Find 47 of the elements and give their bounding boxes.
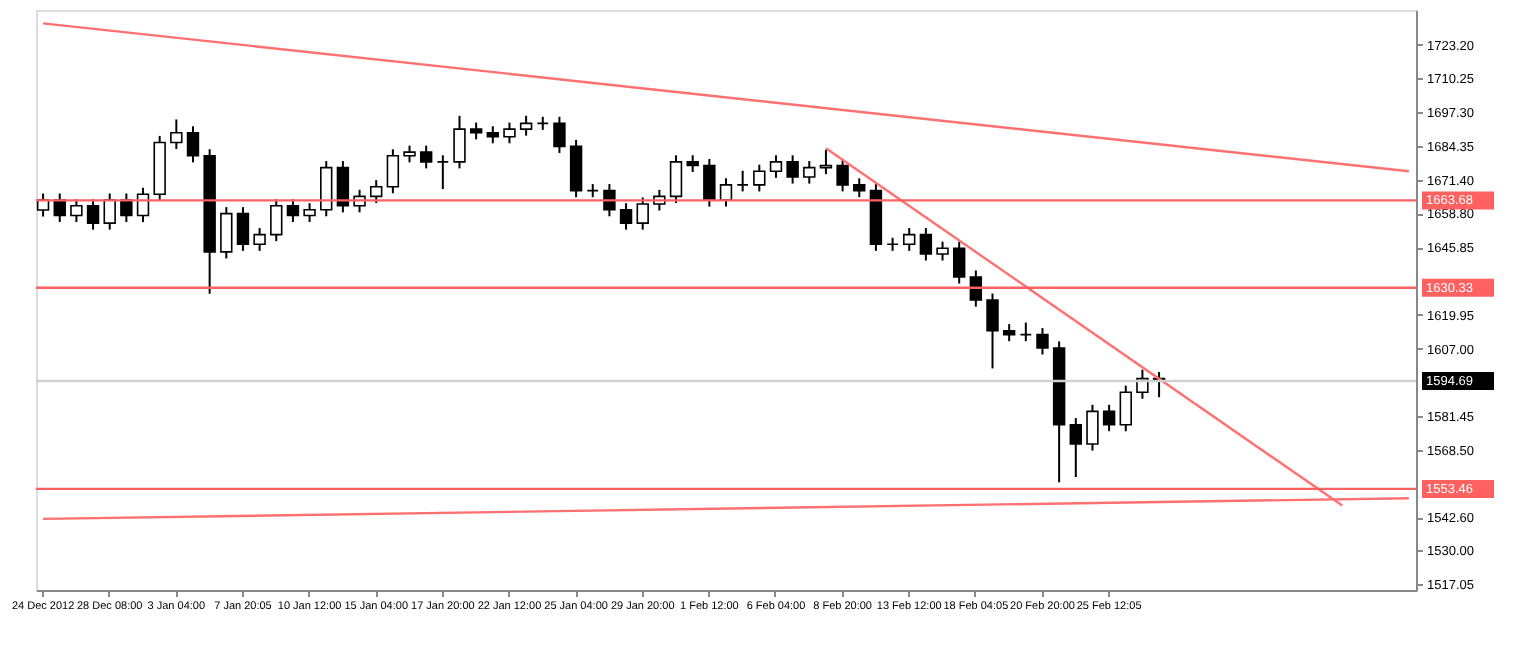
candlestick: [320, 160, 333, 218]
candlestick: [669, 154, 683, 204]
candlestick: [1102, 403, 1116, 433]
candlestick: [736, 169, 749, 193]
candlestick: [569, 138, 583, 199]
candlestick: [853, 177, 866, 199]
candlestick: [86, 198, 100, 231]
candlestick: [186, 125, 200, 164]
candlestick: [769, 154, 783, 179]
candlestick: [220, 206, 233, 260]
candlestick: [453, 114, 466, 170]
candlestick: [170, 118, 183, 151]
candlestick: [370, 179, 383, 204]
candlestick: [836, 157, 849, 193]
candlestick: [753, 163, 766, 193]
candlestick: [436, 154, 450, 191]
candlestick: [586, 183, 599, 199]
candlestick: [253, 227, 266, 252]
candlestick: [1119, 384, 1132, 433]
candlestick: [786, 154, 799, 185]
candlestick: [236, 206, 250, 252]
candlestick: [1086, 403, 1099, 452]
candlestick: [886, 236, 899, 252]
candlestick: [503, 121, 516, 145]
candlestick: [303, 202, 316, 224]
candlestick: [1019, 321, 1033, 343]
candlestick: [636, 196, 649, 231]
candlestick: [286, 198, 300, 224]
candlestick: [703, 157, 716, 208]
candlestick: [419, 144, 433, 170]
candlestick: [1069, 417, 1082, 479]
candlestick: [70, 198, 83, 224]
candlestick: [952, 240, 966, 285]
candlestick: [103, 192, 116, 231]
candlestick: [536, 115, 549, 131]
candlestick: [1036, 327, 1049, 356]
candlestick: [919, 227, 933, 262]
candlestick: [936, 240, 949, 262]
candlestick: [986, 292, 999, 370]
candlestick: [386, 148, 400, 195]
candlestick: [553, 115, 566, 154]
candlestick: [270, 198, 283, 243]
candlestick: [336, 160, 350, 214]
candlestick: [903, 227, 916, 252]
candlestick: [803, 160, 816, 185]
candlestick: [519, 114, 533, 137]
candlestick: [619, 202, 633, 231]
